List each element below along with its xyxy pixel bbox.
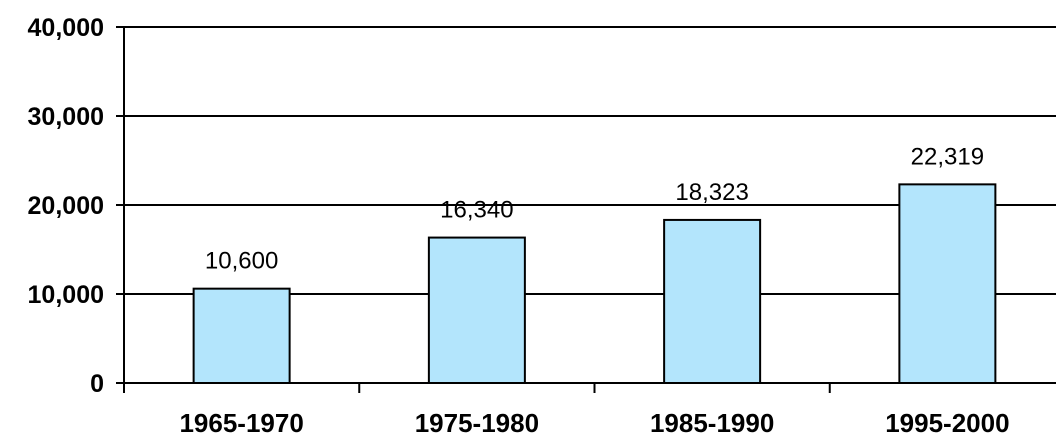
bar-1965-1970 <box>192 287 291 384</box>
y-tick-label: 40,000 <box>28 14 104 42</box>
data-label: 18,323 <box>675 179 748 206</box>
x-category-label: 1965-1970 <box>179 408 303 437</box>
data-label: 10,600 <box>205 248 278 275</box>
data-label: 16,340 <box>440 197 513 224</box>
y-tick-label: 30,000 <box>28 103 104 131</box>
labels: 0 10,000 20,000 30,000 40,000 10,600 1965-1970… <box>28 14 1010 437</box>
y-tick-label: 0 <box>90 370 104 398</box>
x-category-label: 1985-1990 <box>650 408 774 437</box>
y-tick-label: 10,000 <box>28 281 104 309</box>
x-category-label: 1995-2000 <box>885 408 1009 437</box>
x-category-label: 1975-1980 <box>415 408 539 437</box>
bar-1995-2000 <box>898 183 997 384</box>
bar-1975-1980 <box>427 236 526 384</box>
bars <box>192 183 997 384</box>
bar-1985-1990 <box>663 218 762 384</box>
data-label: 22,319 <box>911 143 984 170</box>
y-tick-label: 20,000 <box>28 192 104 220</box>
axes <box>116 26 1056 393</box>
